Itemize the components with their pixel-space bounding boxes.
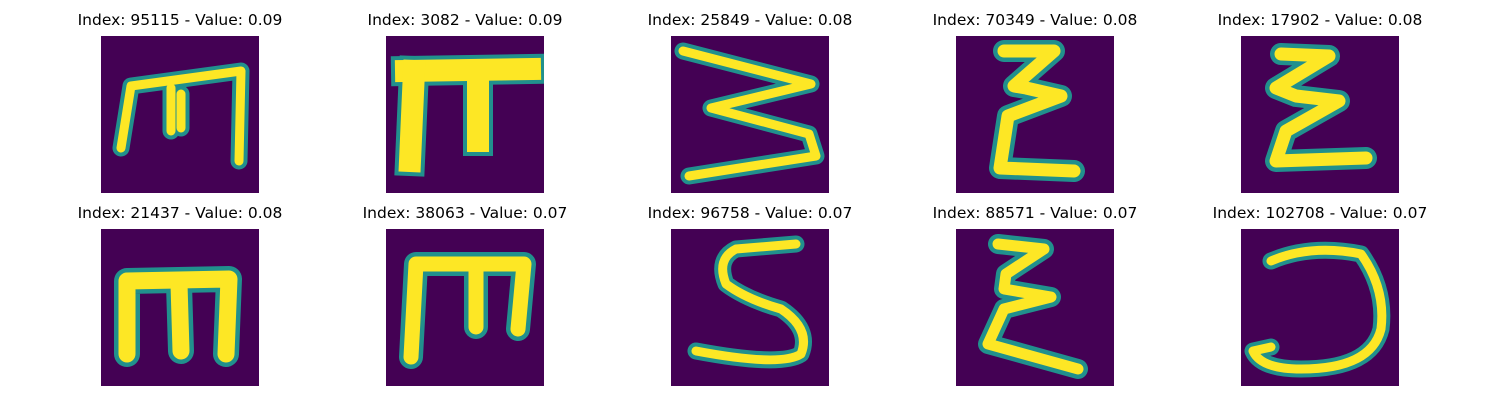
glyph-image (1241, 229, 1399, 386)
glyph-image (956, 229, 1114, 386)
glyph-image (101, 229, 259, 386)
image-panel: Index: 96758 - Value: 0.07 (630, 203, 870, 386)
image-panel: Index: 17902 - Value: 0.08 (1200, 10, 1440, 193)
glyph-image (386, 229, 544, 386)
image-panel: Index: 70349 - Value: 0.08 (915, 10, 1155, 193)
panel-title: Index: 96758 - Value: 0.07 (647, 204, 853, 222)
panel-title: Index: 95115 - Value: 0.09 (77, 11, 283, 29)
panel-title: Index: 70349 - Value: 0.08 (932, 11, 1138, 29)
glyph-image (1241, 36, 1399, 193)
panel-title: Index: 17902 - Value: 0.08 (1217, 11, 1423, 29)
glyph-image (956, 36, 1114, 193)
glyph-image (671, 229, 829, 386)
glyph-image (671, 36, 829, 193)
panel-title: Index: 25849 - Value: 0.08 (647, 11, 853, 29)
image-panel: Index: 21437 - Value: 0.08 (60, 203, 300, 386)
panel-title: Index: 3082 - Value: 0.09 (367, 11, 563, 29)
image-panel: Index: 102708 - Value: 0.07 (1200, 203, 1440, 386)
image-panel: Index: 88571 - Value: 0.07 (915, 203, 1155, 386)
glyph-image (101, 36, 259, 193)
image-panel: Index: 25849 - Value: 0.08 (630, 10, 870, 193)
image-panel: Index: 95115 - Value: 0.09 (60, 10, 300, 193)
image-panel: Index: 38063 - Value: 0.07 (345, 203, 585, 386)
panel-title: Index: 38063 - Value: 0.07 (362, 204, 568, 222)
image-panel: Index: 3082 - Value: 0.09 (345, 10, 585, 193)
panel-title: Index: 88571 - Value: 0.07 (932, 204, 1138, 222)
panel-title: Index: 102708 - Value: 0.07 (1212, 204, 1428, 222)
panel-title: Index: 21437 - Value: 0.08 (77, 204, 283, 222)
glyph-image (386, 36, 544, 193)
